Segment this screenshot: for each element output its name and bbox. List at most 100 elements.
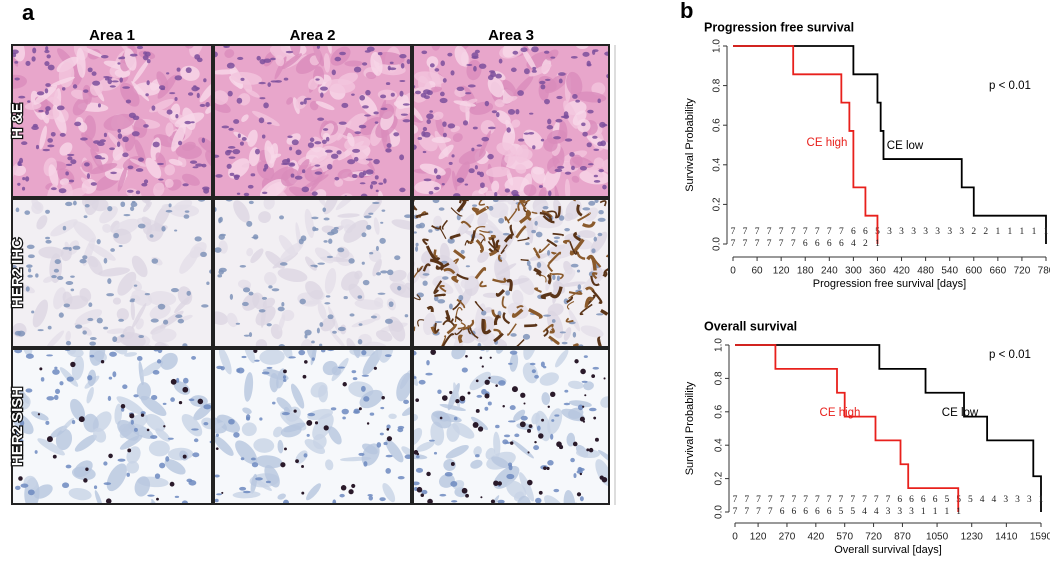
at-risk-count: 3: [909, 507, 914, 517]
tissue: [145, 157, 162, 179]
nucleus: [429, 110, 433, 113]
signal: [519, 421, 526, 428]
tissue: [161, 203, 171, 211]
nucleus: [359, 94, 366, 101]
stain: [539, 211, 553, 222]
nucleus: [348, 258, 355, 264]
nucleus: [185, 67, 192, 74]
nucleus: [466, 63, 473, 66]
tissue: [242, 407, 252, 415]
nucleus: [421, 489, 428, 495]
nucleus: [511, 189, 519, 196]
nucleus: [481, 388, 487, 395]
tissue: [485, 166, 511, 178]
tissue: [73, 221, 97, 243]
tissue: [43, 276, 55, 283]
nucleus: [534, 374, 539, 379]
tissue: [328, 426, 342, 445]
nucleus: [442, 78, 447, 83]
tissue: [413, 365, 419, 386]
nucleus: [528, 264, 532, 271]
nucleus: [316, 327, 320, 334]
tissue: [505, 95, 518, 102]
tissue: [335, 6, 365, 34]
at-risk-count: 4: [862, 507, 867, 517]
nucleus: [151, 258, 159, 264]
tissue: [68, 487, 92, 501]
nucleus: [47, 64, 55, 71]
nucleus: [369, 252, 374, 255]
at-risk-count: 7: [768, 495, 773, 505]
at-risk-count: 7: [779, 239, 784, 249]
tissue: [431, 136, 452, 144]
y-tick-label: 0.4: [714, 438, 725, 452]
nucleus: [583, 355, 588, 358]
tissue: [50, 76, 75, 87]
at-risk-count: 4: [992, 495, 997, 505]
tissue: [134, 139, 146, 163]
nucleus: [422, 150, 427, 154]
tissue: [413, 124, 419, 134]
nucleus: [326, 163, 333, 170]
nucleus: [239, 264, 247, 268]
nucleus: [399, 90, 404, 97]
stain: [551, 273, 564, 280]
nucleus: [480, 182, 485, 189]
nucleus: [267, 122, 272, 125]
nucleus: [383, 441, 388, 446]
nucleus: [188, 480, 197, 486]
nucleus: [361, 349, 367, 356]
chart-title: Overall survival: [704, 319, 797, 333]
stain: [479, 280, 487, 288]
signal: [481, 365, 484, 368]
nucleus: [364, 50, 371, 53]
at-risk-count: 7: [803, 495, 808, 505]
tissue: [478, 187, 489, 194]
nucleus: [31, 56, 36, 62]
nucleus: [285, 50, 294, 54]
nucleus: [386, 424, 391, 430]
tissue: [124, 352, 138, 357]
tissue: [72, 96, 88, 116]
nucleus: [437, 389, 442, 395]
tissue: [413, 427, 423, 446]
stain: [590, 275, 600, 287]
nucleus: [73, 200, 77, 206]
tissue: [363, 199, 382, 218]
histology-image: [214, 349, 411, 504]
tissue: [568, 400, 592, 408]
nucleus: [89, 341, 96, 346]
image-border: [11, 348, 213, 505]
nucleus: [388, 67, 397, 71]
nucleus: [586, 60, 591, 67]
nucleus: [248, 291, 254, 296]
nucleus: [498, 58, 503, 64]
tissue: [595, 459, 609, 486]
nucleus: [354, 131, 362, 135]
tissue: [304, 208, 315, 238]
x-tick-label: 570: [836, 532, 853, 543]
nucleus: [518, 138, 525, 142]
tissue: [309, 100, 319, 111]
tissue: [329, 329, 346, 347]
tissue: [132, 58, 151, 84]
x-tick-label: 1410: [995, 532, 1018, 543]
nucleus: [298, 349, 306, 356]
nucleus: [304, 329, 312, 336]
nucleus: [112, 371, 117, 378]
nucleus: [116, 141, 121, 148]
nucleus: [362, 279, 370, 286]
tissue: [554, 185, 562, 197]
tissue: [184, 45, 195, 49]
tissue: [346, 337, 359, 347]
nucleus: [100, 55, 109, 59]
nucleus: [203, 78, 207, 83]
signal: [301, 491, 305, 495]
nucleus: [254, 148, 260, 155]
tissue: [493, 431, 501, 458]
nucleus: [103, 326, 109, 330]
nucleus: [129, 299, 135, 303]
nucleus: [182, 183, 189, 187]
tissue: [363, 341, 389, 347]
at-risk-count: 4: [980, 495, 985, 505]
